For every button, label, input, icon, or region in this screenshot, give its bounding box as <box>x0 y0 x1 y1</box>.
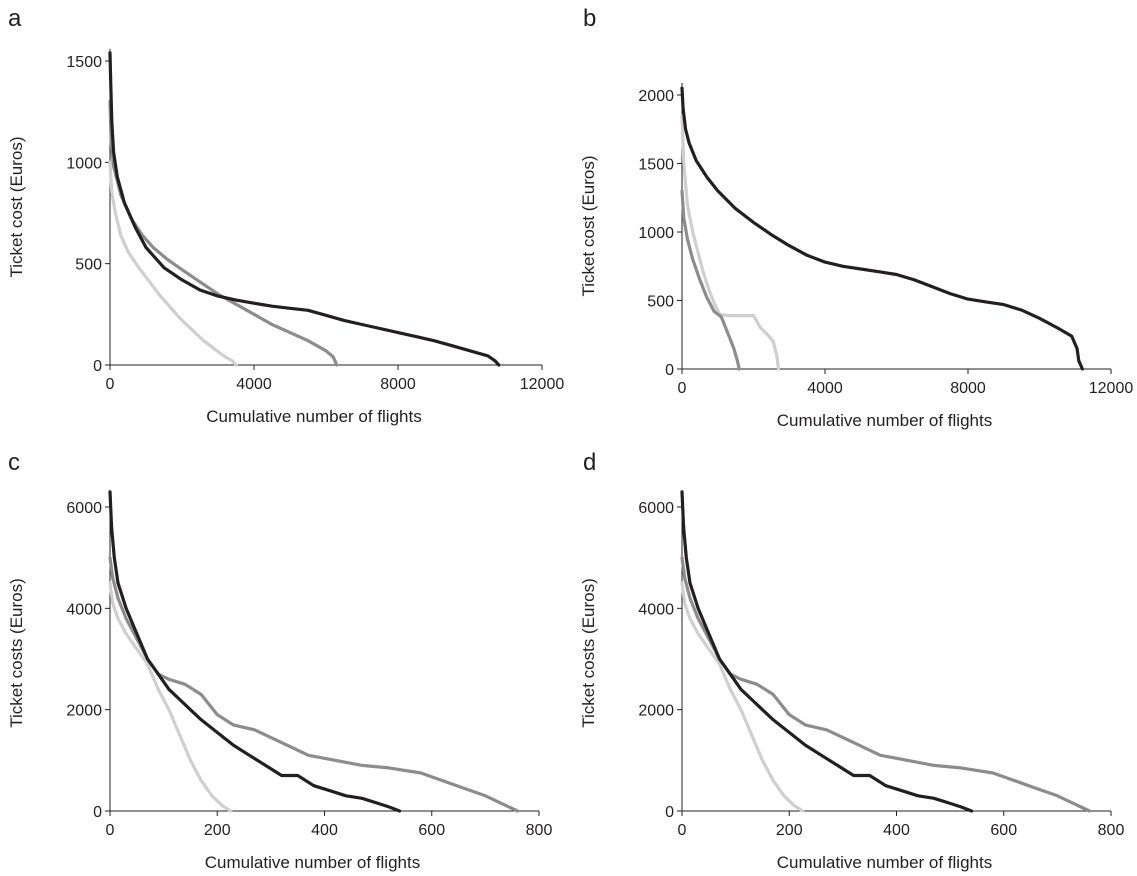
x-tick-label: 800 <box>526 822 553 839</box>
y-tick-label: 6000 <box>638 500 674 517</box>
y-axis-title: Ticket cost (Euros) <box>579 155 598 296</box>
x-tick-label: 4000 <box>807 380 843 397</box>
x-tick-label: 0 <box>678 822 687 839</box>
y-tick-label: 6000 <box>66 500 102 517</box>
y-tick-label: 2000 <box>638 88 674 105</box>
y-tick-label: 0 <box>665 362 674 379</box>
series-line <box>680 581 805 813</box>
x-tick-label: 800 <box>1098 822 1125 839</box>
panel-label: b <box>583 5 596 32</box>
x-tick-label: 400 <box>883 822 910 839</box>
panel-label: d <box>583 449 596 476</box>
panel-b: b 0 4000 8000 12000 0 500 1000 1500 2000 Cumulativ… <box>579 5 1133 430</box>
y-tick-label: 0 <box>93 358 102 375</box>
y-tick-label: 500 <box>75 257 102 274</box>
series-line <box>108 51 501 367</box>
y-tick-label: 1000 <box>66 155 102 172</box>
x-tick-label: 200 <box>204 822 231 839</box>
x-tick-label: 4000 <box>236 376 272 393</box>
series-line <box>108 160 238 367</box>
y-tick-label: 1000 <box>638 225 674 242</box>
y-tick-label: 0 <box>665 804 674 821</box>
series-line <box>108 490 402 813</box>
x-tick-label: 8000 <box>380 376 416 393</box>
series-line <box>108 556 520 813</box>
panel-d: d 0 200 400 600 800 0 2000 4000 6000 Cumulative nu… <box>579 449 1124 872</box>
series-line <box>680 86 1084 371</box>
panel-label: a <box>8 5 22 32</box>
y-tick-label: 2000 <box>638 703 674 720</box>
panel-a: a 0 4000 8000 12000 0 500 1000 1500 Cumulative nu… <box>7 5 564 426</box>
y-tick-label: 0 <box>93 804 102 821</box>
y-tick-label: 2000 <box>66 703 102 720</box>
series-line <box>680 556 1092 813</box>
x-tick-label: 0 <box>106 376 115 393</box>
series-line <box>108 581 233 813</box>
panel-label: c <box>8 449 20 476</box>
series-line <box>680 490 974 813</box>
x-tick-label: 600 <box>418 822 445 839</box>
y-axis-title: Ticket costs (Euros) <box>7 578 26 728</box>
x-tick-label: 0 <box>678 380 687 397</box>
series-line <box>680 189 741 371</box>
series-line <box>108 99 339 367</box>
x-tick-label: 8000 <box>950 380 986 397</box>
x-tick-label: 0 <box>106 822 115 839</box>
x-axis-title: Cumulative number of flights <box>206 407 421 426</box>
x-tick-label: 12000 <box>1089 380 1134 397</box>
x-tick-label: 400 <box>311 822 338 839</box>
series-line <box>680 113 781 371</box>
y-tick-label: 500 <box>647 294 674 311</box>
x-tick-label: 200 <box>776 822 803 839</box>
x-axis-title: Cumulative number of flights <box>777 411 992 430</box>
y-axis-title: Ticket cost (Euros) <box>7 136 26 277</box>
x-tick-label: 12000 <box>520 376 565 393</box>
y-tick-label: 4000 <box>638 601 674 618</box>
y-axis-title: Ticket costs (Euros) <box>579 578 598 728</box>
y-tick-label: 1500 <box>638 157 674 174</box>
panel-c: c 0 200 400 600 800 0 2000 4000 6000 Cumulative nu… <box>7 449 552 872</box>
y-tick-label: 1500 <box>66 54 102 71</box>
x-axis-title: Cumulative number of flights <box>205 853 420 872</box>
y-tick-label: 4000 <box>66 601 102 618</box>
x-axis-title: Cumulative number of flights <box>777 853 992 872</box>
x-tick-label: 600 <box>990 822 1017 839</box>
